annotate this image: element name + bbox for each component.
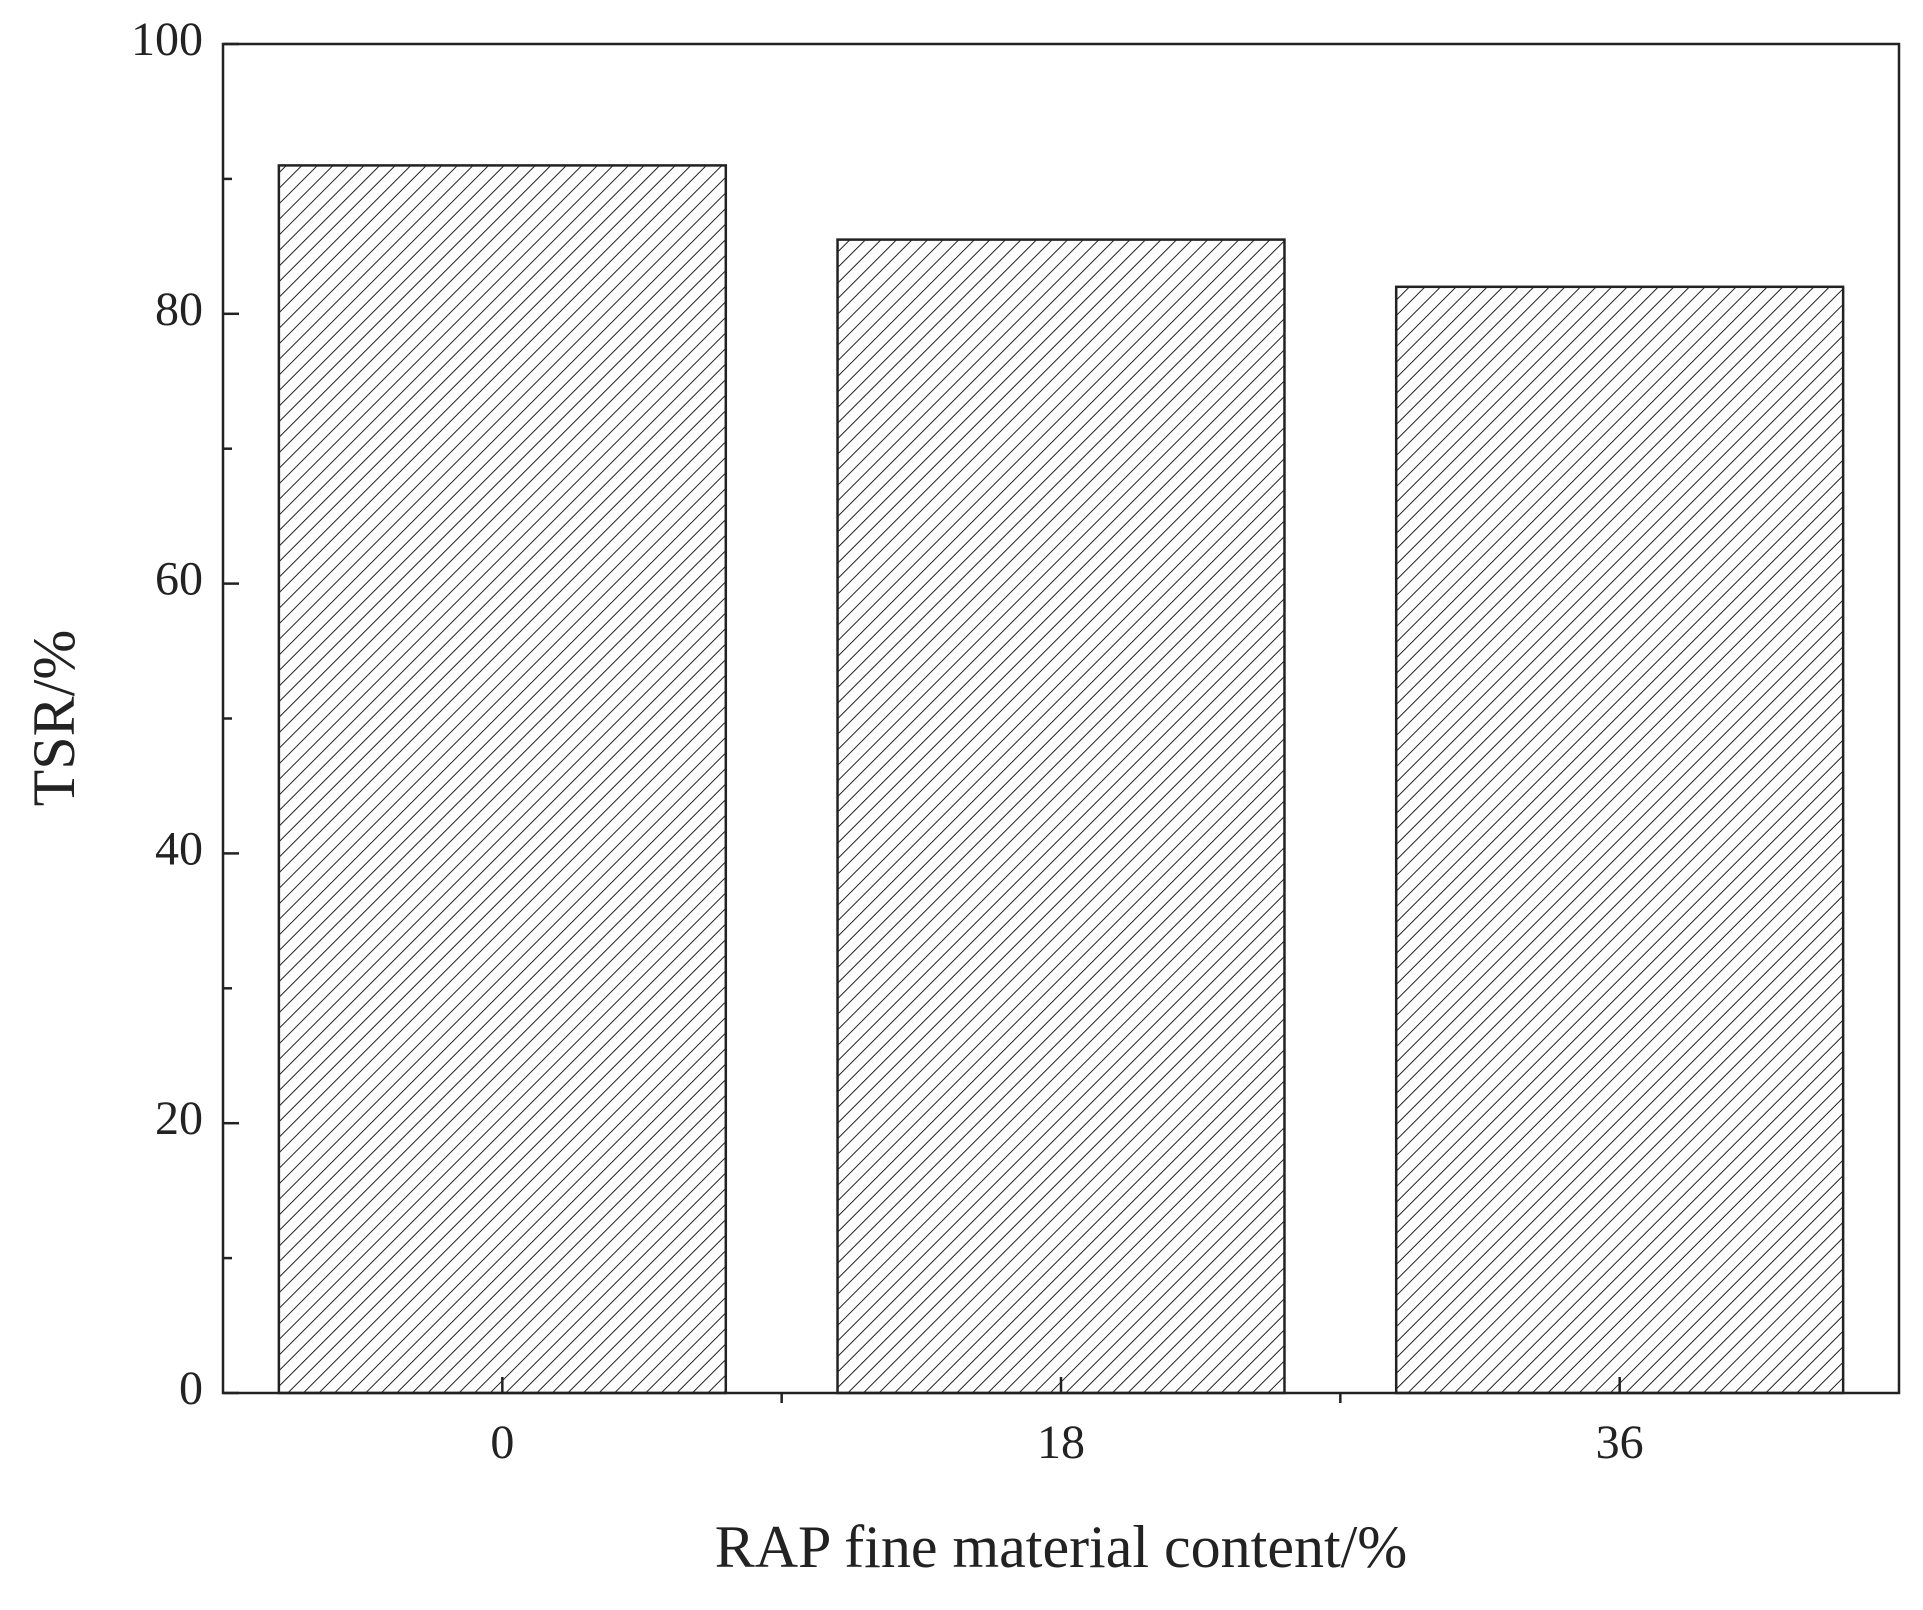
y-tick-label: 20 [155, 1092, 203, 1145]
x-tick-label: 36 [1596, 1416, 1644, 1469]
bar [277, 164, 728, 1395]
bar [1394, 285, 1845, 1395]
x-tick-label: 0 [490, 1416, 514, 1469]
x-tick-label: 18 [1037, 1416, 1085, 1469]
y-tick-label: 80 [155, 283, 203, 336]
bar [836, 238, 1286, 1395]
y-tick-label: 100 [131, 13, 203, 66]
y-tick-label: 0 [179, 1362, 203, 1415]
plot-frame [221, 42, 1901, 1395]
y-tick-label: 40 [155, 822, 203, 875]
x-axis-title: RAP fine material content/% [715, 1514, 1408, 1580]
y-axis-title: TSR/% [21, 630, 87, 807]
y-tick-label: 60 [155, 553, 203, 606]
